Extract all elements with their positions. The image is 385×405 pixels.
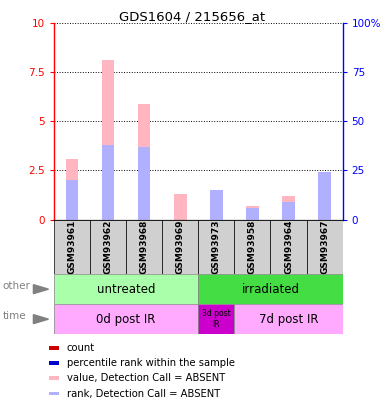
Text: GSM93969: GSM93969 [176, 220, 185, 274]
Text: 3d post
IR: 3d post IR [202, 309, 231, 329]
Bar [54, 304, 198, 334]
Bar [306, 220, 343, 274]
Bar [198, 274, 343, 304]
Text: GDS1604 / 215656_at: GDS1604 / 215656_at [119, 10, 266, 23]
Bar [138, 147, 151, 220]
Text: count: count [67, 343, 95, 353]
Text: GSM93961: GSM93961 [67, 220, 77, 274]
Bar [234, 304, 343, 334]
Bar [198, 220, 234, 274]
Text: rank, Detection Call = ABSENT: rank, Detection Call = ABSENT [67, 389, 220, 399]
Bar [318, 178, 331, 220]
Bar [102, 60, 114, 220]
Bar [174, 194, 187, 220]
Text: GSM93958: GSM93958 [248, 220, 257, 274]
Bar [54, 220, 90, 274]
Bar [318, 173, 331, 220]
Bar [246, 206, 259, 220]
Text: 0d post IR: 0d post IR [96, 313, 156, 326]
Text: 7d post IR: 7d post IR [259, 313, 318, 326]
Bar [198, 304, 234, 334]
Text: other: other [3, 281, 30, 291]
Bar [54, 274, 198, 304]
Text: value, Detection Call = ABSENT: value, Detection Call = ABSENT [67, 373, 225, 383]
Bar [49, 361, 59, 365]
Bar [270, 220, 306, 274]
Bar [282, 202, 295, 220]
Text: percentile rank within the sample: percentile rank within the sample [67, 358, 235, 368]
Bar [65, 180, 78, 220]
Bar [282, 196, 295, 220]
Polygon shape [33, 315, 49, 324]
Bar [210, 190, 223, 220]
Text: GSM93964: GSM93964 [284, 220, 293, 274]
Bar [210, 190, 223, 220]
Text: GSM93967: GSM93967 [320, 220, 329, 274]
Bar [246, 208, 259, 220]
Bar [102, 145, 114, 220]
Bar [49, 392, 59, 395]
Text: GSM93962: GSM93962 [104, 220, 112, 274]
Text: irradiated: irradiated [241, 283, 300, 296]
Bar [90, 220, 126, 274]
Bar [162, 220, 198, 274]
Text: untreated: untreated [97, 283, 155, 296]
Bar [49, 346, 59, 350]
Text: time: time [3, 311, 26, 321]
Bar [126, 220, 162, 274]
Bar [65, 159, 78, 220]
Text: GSM93968: GSM93968 [140, 220, 149, 274]
Text: GSM93973: GSM93973 [212, 220, 221, 274]
Bar [49, 376, 59, 380]
Bar [138, 104, 151, 220]
Bar [234, 220, 270, 274]
Polygon shape [33, 285, 49, 294]
